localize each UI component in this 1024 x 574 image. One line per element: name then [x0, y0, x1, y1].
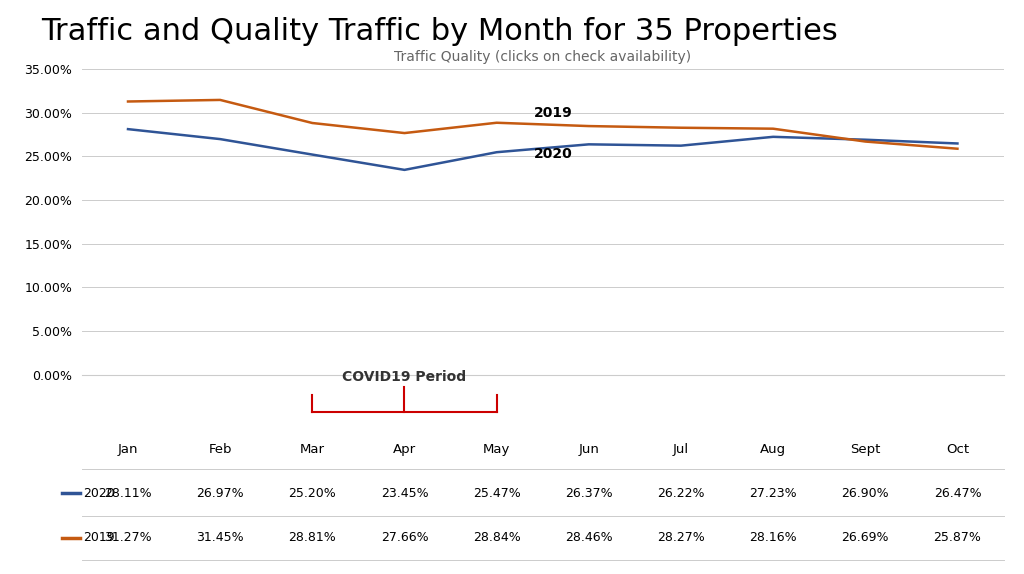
Text: 28.11%: 28.11%: [104, 487, 152, 500]
Text: 2019: 2019: [534, 106, 572, 120]
Text: 26.37%: 26.37%: [565, 487, 612, 500]
Text: Jun: Jun: [579, 443, 599, 456]
Text: 27.66%: 27.66%: [381, 531, 428, 544]
Text: Aug: Aug: [760, 443, 786, 456]
Text: 26.90%: 26.90%: [842, 487, 889, 500]
Text: 28.84%: 28.84%: [473, 531, 520, 544]
Text: 2020: 2020: [83, 487, 115, 500]
Text: May: May: [483, 443, 510, 456]
Text: 26.22%: 26.22%: [657, 487, 705, 500]
Text: Sept: Sept: [850, 443, 881, 456]
Title: Traffic Quality (clicks on check availability): Traffic Quality (clicks on check availab…: [394, 49, 691, 64]
Text: Jan: Jan: [118, 443, 138, 456]
Text: 31.27%: 31.27%: [104, 531, 152, 544]
Text: Jul: Jul: [673, 443, 689, 456]
Text: 26.69%: 26.69%: [842, 531, 889, 544]
Text: 2019: 2019: [83, 531, 115, 544]
Text: 26.97%: 26.97%: [197, 487, 244, 500]
Text: 25.87%: 25.87%: [934, 531, 981, 544]
Text: COVID19 Period: COVID19 Period: [342, 370, 467, 384]
Text: 28.46%: 28.46%: [565, 531, 612, 544]
Text: 25.47%: 25.47%: [473, 487, 520, 500]
Text: 31.45%: 31.45%: [197, 531, 244, 544]
Text: 28.81%: 28.81%: [289, 531, 336, 544]
Text: 28.16%: 28.16%: [750, 531, 797, 544]
Text: Feb: Feb: [209, 443, 231, 456]
Text: Mar: Mar: [300, 443, 325, 456]
Text: Oct: Oct: [946, 443, 969, 456]
Text: 28.27%: 28.27%: [657, 531, 705, 544]
Text: Traffic and Quality Traffic by Month for 35 Properties: Traffic and Quality Traffic by Month for…: [41, 17, 838, 46]
Text: 2020: 2020: [534, 147, 572, 161]
Text: 26.47%: 26.47%: [934, 487, 981, 500]
Text: Apr: Apr: [393, 443, 416, 456]
Text: 25.20%: 25.20%: [289, 487, 336, 500]
Text: 23.45%: 23.45%: [381, 487, 428, 500]
Text: 27.23%: 27.23%: [750, 487, 797, 500]
